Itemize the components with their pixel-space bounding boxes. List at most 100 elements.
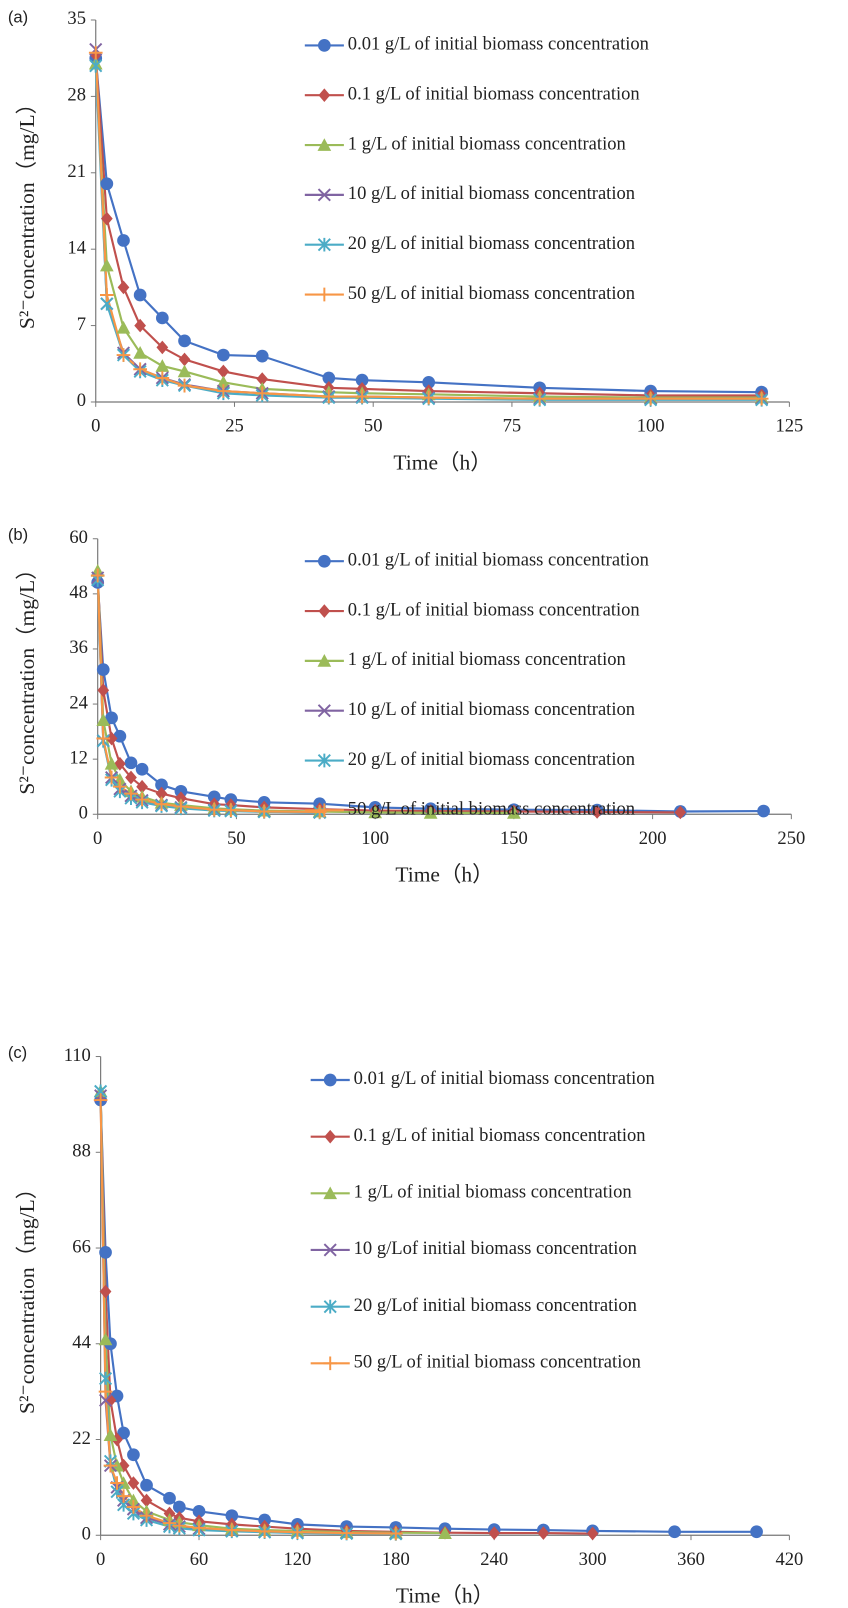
y-tick-label: 12 (69, 747, 88, 768)
y-tick-label: 14 (67, 237, 86, 258)
data-point (133, 346, 147, 359)
data-point (255, 349, 269, 363)
data-point (421, 390, 436, 405)
data-point (98, 1384, 113, 1399)
legend-marker (317, 287, 332, 302)
data-point (175, 791, 187, 806)
data-point (155, 359, 170, 372)
legend-marker (318, 39, 331, 52)
x-tick-label: 100 (361, 828, 389, 849)
data-point (104, 770, 119, 785)
data-point (207, 790, 221, 804)
data-point (127, 1448, 140, 1462)
legend-marker (318, 88, 331, 103)
x-tick-label: 0 (93, 828, 102, 849)
data-point (224, 803, 238, 817)
y-axis-title: S²⁻concentration（mg/L） (15, 1178, 39, 1414)
legend-marker (317, 237, 331, 252)
y-tick-label: 36 (69, 637, 88, 658)
y-tick-label: 28 (67, 85, 86, 106)
legend-label: 10 g/L of initial biomass concentration (348, 183, 635, 204)
panel-label: (c) (8, 1043, 27, 1062)
x-tick-label: 120 (284, 1549, 312, 1570)
data-point (177, 364, 192, 378)
y-tick-label: 24 (69, 692, 88, 713)
data-point (355, 373, 369, 387)
data-point (438, 1526, 452, 1539)
data-point (100, 288, 114, 302)
data-point (105, 711, 118, 725)
x-tick-label: 50 (364, 416, 383, 437)
y-tick-label: 7 (77, 314, 86, 335)
panel-label: (b) (8, 525, 28, 544)
legend-marker (317, 188, 331, 202)
data-point (133, 362, 147, 377)
legend-label: 1 g/L of initial biomass concentration (354, 1182, 632, 1203)
y-tick-label: 44 (72, 1332, 91, 1353)
data-point (422, 375, 436, 389)
data-point (116, 1489, 131, 1503)
data-point (96, 731, 111, 746)
data-point (668, 1525, 681, 1539)
data-point (224, 1523, 239, 1537)
legend-marker (318, 554, 331, 568)
data-point (177, 378, 192, 393)
x-tick-label: 200 (639, 828, 667, 849)
y-tick-label: 0 (79, 803, 88, 824)
x-tick-label: 50 (227, 828, 246, 849)
series-line (99, 1100, 396, 1535)
data-point (178, 352, 191, 367)
legend-label: 0.01 g/L of initial biomass concentratio… (348, 34, 649, 55)
data-point (172, 1518, 187, 1533)
data-point (163, 1491, 176, 1505)
legend-label: 0.1 g/L of initial biomass concentration (348, 83, 640, 104)
y-tick-label: 22 (72, 1428, 91, 1449)
data-point (388, 1526, 403, 1541)
data-point (96, 663, 110, 676)
data-point (90, 568, 105, 583)
data-point (321, 389, 336, 404)
data-point (257, 804, 272, 819)
series-line (94, 63, 762, 399)
data-point (174, 799, 188, 814)
y-tick-label: 0 (82, 1524, 91, 1545)
data-point (322, 371, 336, 385)
data-point (96, 713, 111, 726)
data-point (155, 311, 169, 325)
series-line (94, 54, 762, 397)
legend-marker (317, 138, 332, 151)
legend-marker (317, 803, 332, 818)
data-point (135, 762, 149, 776)
legend-label: 0.1 g/L of initial biomass concentration (354, 1125, 646, 1146)
data-point (225, 1509, 239, 1523)
x-tick-label: 240 (480, 1549, 508, 1570)
data-point (135, 792, 149, 807)
x-tick-label: 125 (775, 416, 803, 437)
data-point (126, 1493, 141, 1507)
data-point (116, 320, 131, 334)
legend-label: 10 g/L of initial biomass concentration (348, 699, 635, 720)
legend-marker (323, 1356, 338, 1371)
y-tick-label: 110 (64, 1045, 91, 1066)
data-point (216, 375, 231, 389)
data-point (100, 177, 114, 191)
legend-label: 0.01 g/L of initial biomass concentratio… (354, 1068, 655, 1089)
x-tick-label: 0 (91, 416, 100, 437)
data-point (117, 234, 130, 247)
data-point (99, 1246, 112, 1259)
data-point (192, 1504, 206, 1518)
y-tick-label: 35 (67, 8, 86, 29)
data-point (125, 770, 137, 785)
x-tick-label: 100 (637, 416, 665, 437)
data-point (757, 804, 770, 818)
data-point (750, 1525, 763, 1539)
data-point (100, 211, 113, 226)
x-tick-label: 250 (777, 828, 805, 849)
legend-marker (318, 604, 331, 618)
data-point (368, 805, 382, 819)
data-point (140, 1478, 153, 1492)
y-tick-label: 66 (72, 1236, 91, 1257)
x-tick-label: 360 (677, 1549, 705, 1570)
